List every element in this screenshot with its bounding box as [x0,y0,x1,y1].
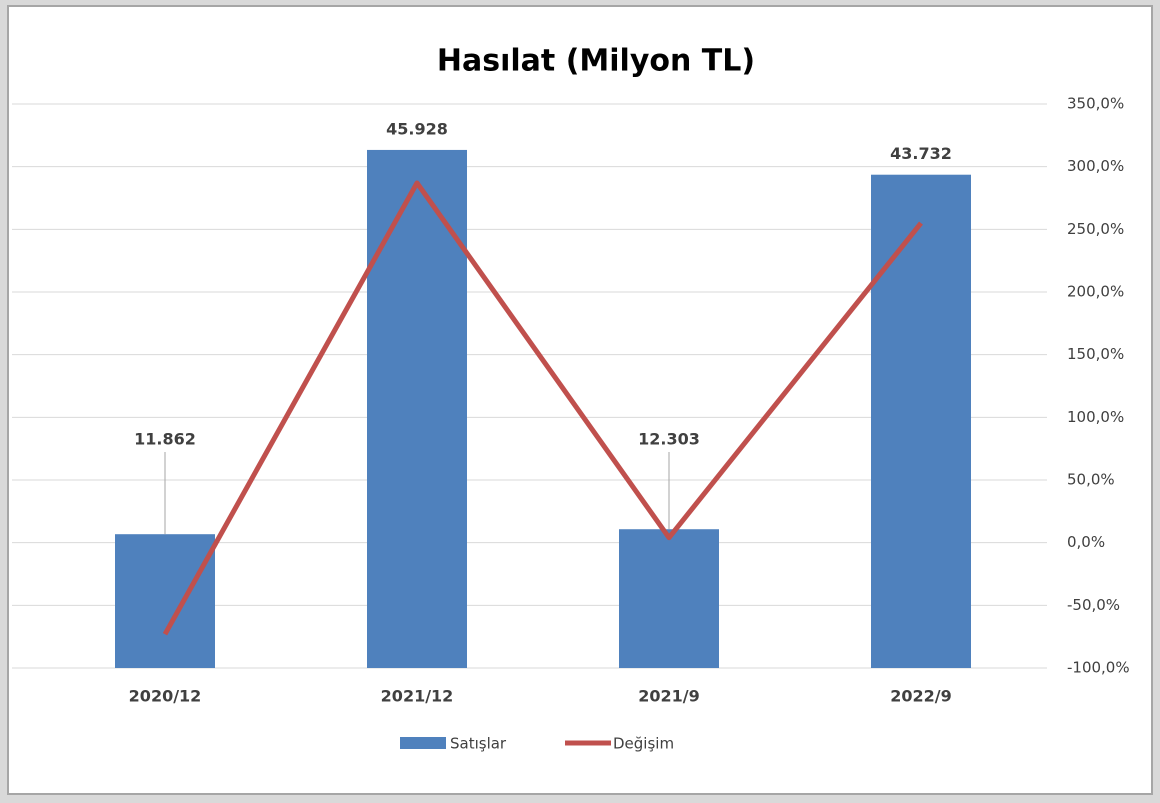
y2-tick-label: 0,0% [1067,533,1105,551]
y2-tick-label: -100,0% [1067,659,1130,677]
bar [115,534,215,668]
y2-tick-label: 100,0% [1067,408,1124,426]
value-label: 45.928 [386,119,448,138]
legend-swatch [400,737,446,749]
value-label: 11.862 [134,430,196,449]
x-tick-label: 2022/9 [890,687,952,706]
y2-tick-label: 200,0% [1067,283,1124,301]
y2-tick-label: 150,0% [1067,345,1124,363]
chart-frame [7,5,1153,795]
value-label: 43.732 [890,144,952,163]
legend-label: Satışlar [450,735,507,753]
value-label: 12.303 [638,430,700,449]
x-tick-label: 2021/12 [381,687,454,706]
bar [367,149,467,669]
y2-tick-label: 300,0% [1067,157,1124,175]
legend-label: Değişim [613,735,674,753]
bar [619,529,719,668]
x-tick-label: 2021/9 [638,687,700,706]
x-tick-label: 2020/12 [129,687,202,706]
y2-tick-label: 250,0% [1067,220,1124,238]
bar [871,174,971,668]
y2-tick-label: 350,0% [1067,95,1124,113]
line [162,180,923,636]
chart-title: Hasılat (Milyon TL) [437,44,755,79]
y2-tick-label: -50,0% [1067,596,1120,614]
y2-tick-label: 50,0% [1067,471,1115,489]
